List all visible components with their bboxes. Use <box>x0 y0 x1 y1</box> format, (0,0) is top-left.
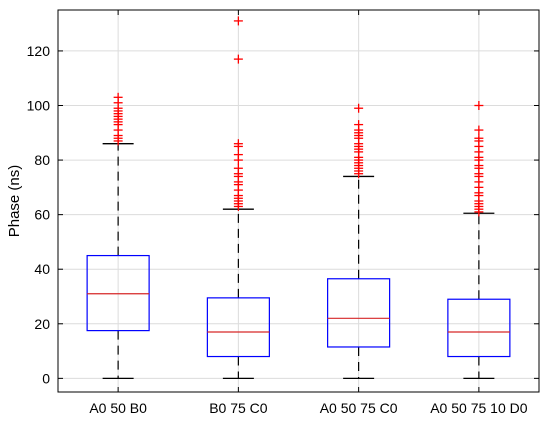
y-tick-label: 100 <box>27 98 51 114</box>
plot-area-frame <box>57 9 540 393</box>
box-iqr <box>327 278 391 348</box>
y-tick-label: 80 <box>34 152 50 168</box>
axis-ticks <box>58 10 539 392</box>
y-tick-label: 20 <box>34 316 50 332</box>
y-tick-label: 40 <box>34 261 50 277</box>
x-tick-label: A0 50 B0 <box>89 400 147 416</box>
x-tick-label: A0 50 75 10 D0 <box>430 400 528 416</box>
outlier-marker <box>354 103 364 113</box>
outlier-marker <box>113 92 123 102</box>
outlier-marker <box>354 120 364 130</box>
x-tick-label: A0 50 75 C0 <box>320 400 398 416</box>
outlier-marker <box>233 54 243 64</box>
box-iqr <box>447 298 511 358</box>
outlier-marker <box>233 16 243 26</box>
box-iqr <box>206 297 270 358</box>
box-iqr <box>86 254 150 332</box>
boxes-layer <box>86 143 511 380</box>
y-axis-label: Phase (ns) <box>6 165 23 238</box>
x-tick-labels: A0 50 B0 B0 75 C0 A0 50 75 C0 A0 50 75 10 D… <box>89 400 527 416</box>
box-group <box>327 175 391 380</box>
outlier-marker <box>233 150 243 160</box>
y-tick-labels: 0 20 40 60 80 100 120 <box>27 43 51 386</box>
outlier-marker <box>233 163 243 173</box>
y-tick-label: 60 <box>34 207 50 223</box>
outlier-marker <box>474 133 484 143</box>
box-group <box>206 208 270 380</box>
y-tick-label: 0 <box>42 370 50 386</box>
outlier-marker <box>474 101 484 110</box>
outliers-layer <box>113 16 484 217</box>
x-tick-label: B0 75 C0 <box>209 400 268 416</box>
outlier-marker <box>474 125 484 135</box>
outlier-marker <box>233 139 243 149</box>
y-tick-label: 120 <box>27 43 51 59</box>
